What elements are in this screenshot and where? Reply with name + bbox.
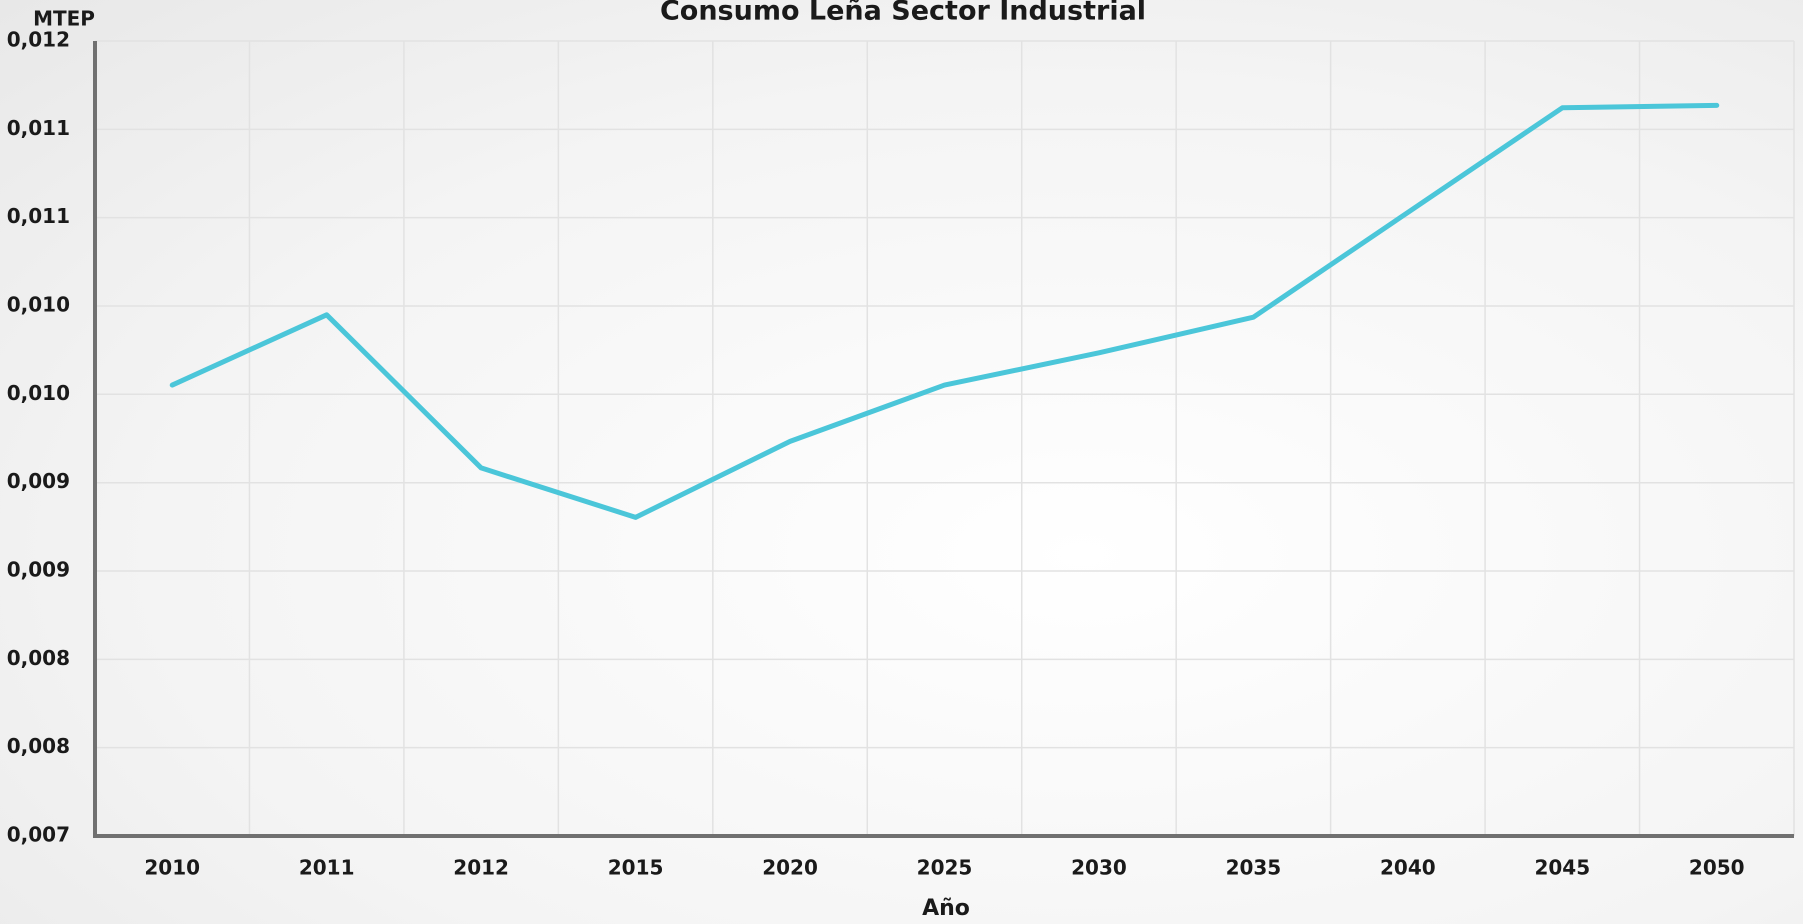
y-tick-label: 0,008 <box>7 734 70 758</box>
x-tick-label: 2012 <box>453 856 509 880</box>
x-tick-label: 2025 <box>917 856 973 880</box>
y-tick-label: 0,012 <box>7 28 70 52</box>
y-tick-label: 0,011 <box>7 204 70 228</box>
x-tick-label: 2020 <box>762 856 818 880</box>
chart-title: Consumo Leña Sector Industrial <box>660 0 1146 27</box>
x-tick-label: 2050 <box>1689 856 1745 880</box>
y-tick-label: 0,007 <box>7 823 70 847</box>
y-tick-label: 0,009 <box>7 557 70 581</box>
x-tick-label: 2035 <box>1226 856 1282 880</box>
line <box>169 102 1720 520</box>
y-tick-label: 0,011 <box>7 116 70 140</box>
y-tick-label: 0,010 <box>7 293 70 317</box>
y-tick-label: 0,008 <box>7 646 70 670</box>
x-axis-label: Año <box>922 896 970 921</box>
x-tick-label: 2040 <box>1380 856 1436 880</box>
x-tick-label: 2010 <box>144 856 200 880</box>
y-tick-label: 0,010 <box>7 381 70 405</box>
x-tick-label: 2011 <box>299 856 355 880</box>
x-tick-label: 2030 <box>1071 856 1127 880</box>
y-axis-label: MTEP <box>33 7 95 31</box>
x-tick-label: 2015 <box>608 856 664 880</box>
x-tick-label: 2045 <box>1534 856 1590 880</box>
y-tick-label: 0,009 <box>7 469 70 493</box>
